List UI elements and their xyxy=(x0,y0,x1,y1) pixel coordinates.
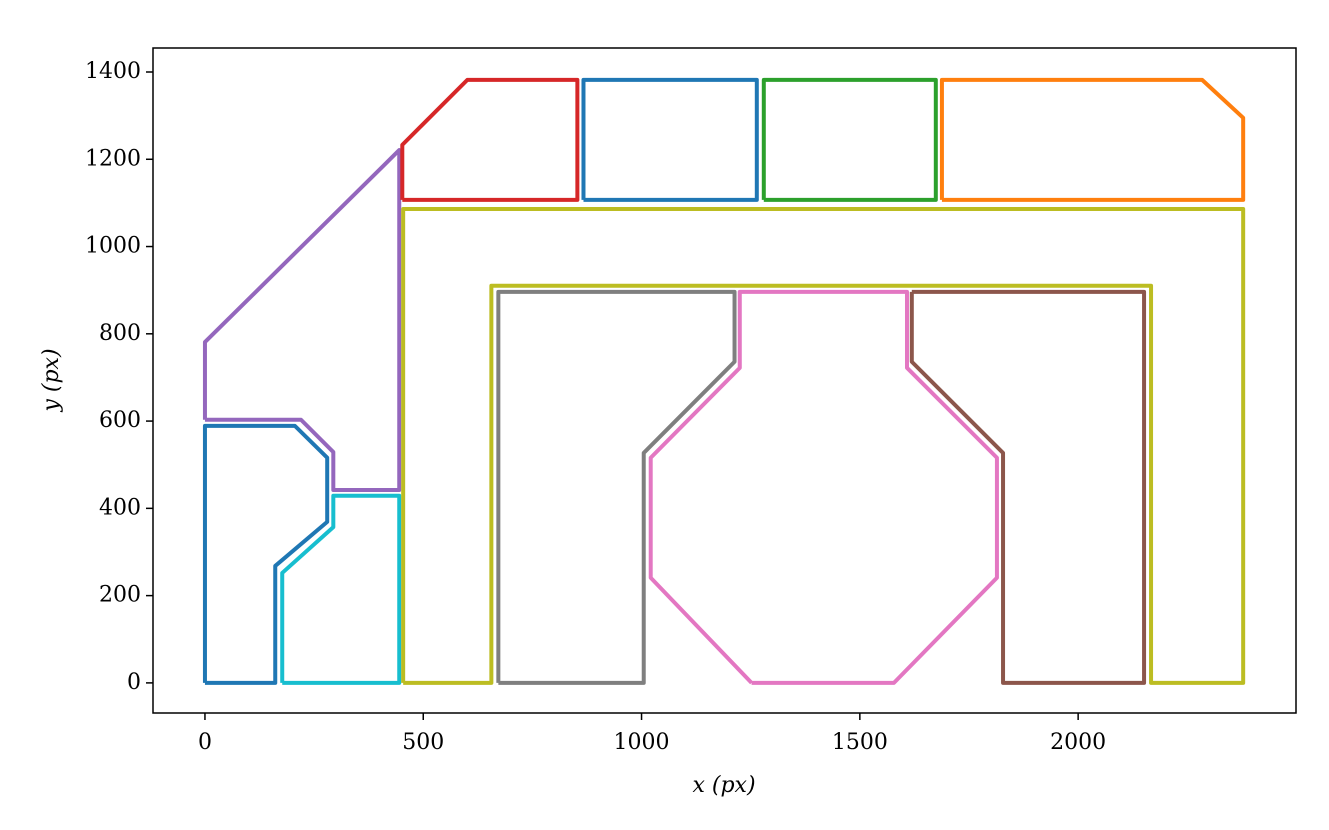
x-tick-label: 1500 xyxy=(832,730,888,755)
polygon-line xyxy=(909,289,1147,685)
y-tick-label: 800 xyxy=(99,321,141,346)
y-tick-label: 400 xyxy=(99,495,141,520)
polygon-line xyxy=(496,289,737,685)
polygon-line xyxy=(280,493,402,685)
plot-frame xyxy=(152,47,1297,714)
polygon-line xyxy=(202,148,402,493)
x-axis-label: x (px) xyxy=(692,773,755,798)
polygon-line xyxy=(401,207,1246,685)
y-tick-label: 200 xyxy=(99,583,141,608)
polygon-line xyxy=(202,423,330,685)
y-tick-label: 1200 xyxy=(85,146,141,171)
polygon-line xyxy=(400,77,580,202)
polygon-line xyxy=(939,77,1246,202)
y-tick-label: 1400 xyxy=(85,59,141,84)
polygon-line xyxy=(581,77,759,202)
x-tick-label: 2000 xyxy=(1050,730,1106,755)
y-tick-label: 0 xyxy=(127,670,141,695)
polygon-line xyxy=(648,289,999,685)
polygon-line xyxy=(761,77,938,202)
y-tick-label: 600 xyxy=(99,408,141,433)
x-tick-label: 0 xyxy=(198,730,212,755)
y-tick-label: 1000 xyxy=(85,234,141,259)
y-axis-label: y (px) xyxy=(39,348,64,412)
x-tick-label: 1000 xyxy=(614,730,670,755)
x-tick-label: 500 xyxy=(402,730,444,755)
